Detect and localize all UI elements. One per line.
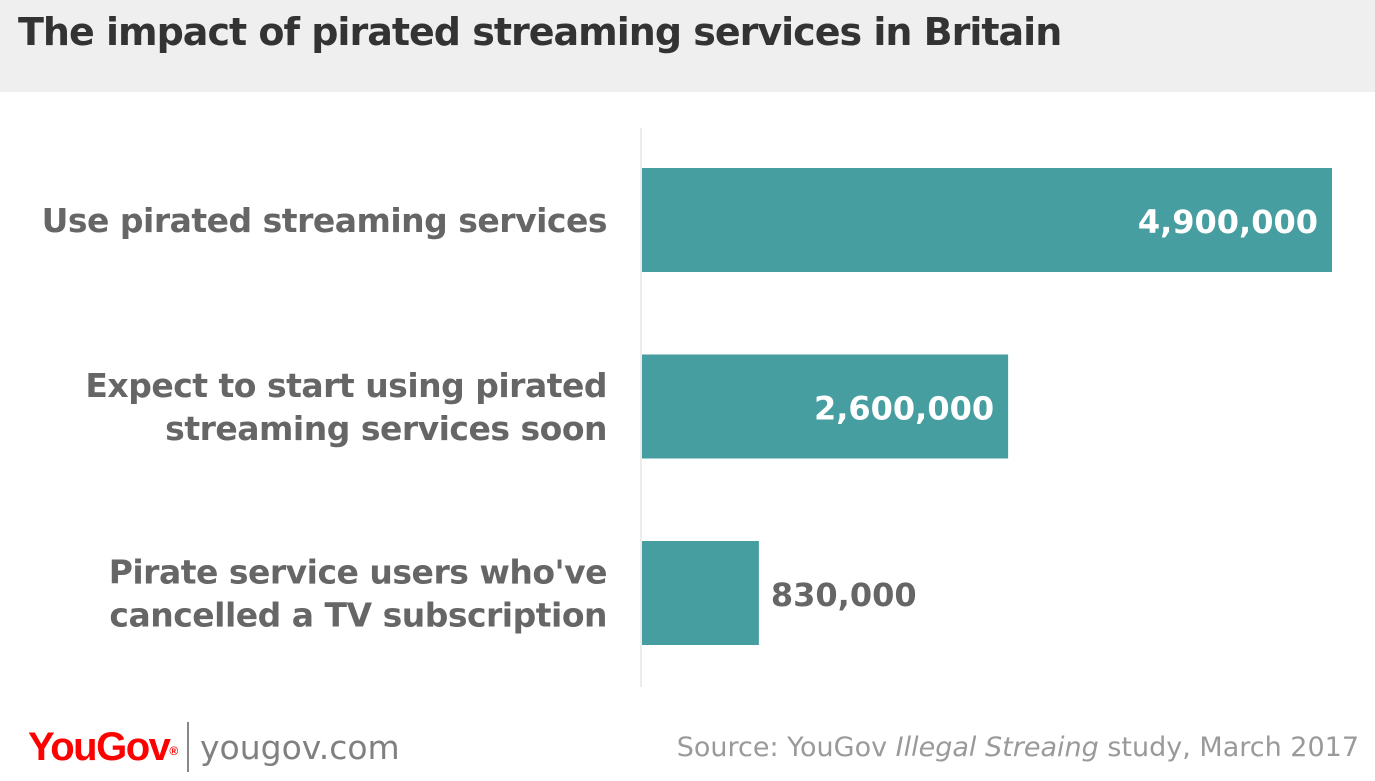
bars-layer: 4,900,000 Use pirated streaming services 2…	[42, 168, 1332, 645]
source-study-name: Illegal Streaing	[895, 732, 1099, 763]
footer-url: yougov.com	[200, 728, 400, 767]
source-prefix: Source: YouGov	[676, 732, 896, 763]
bar-value-label-3: 830,000	[771, 576, 917, 614]
category-label-2-line-2: streaming services soon	[165, 409, 607, 448]
category-label-3-line-2: cancelled a TV subscription	[109, 595, 607, 634]
footer-divider	[187, 722, 189, 772]
logo-registered-mark: ®	[169, 744, 179, 758]
chart-title: The impact of pirated streaming services…	[18, 10, 1062, 54]
yougov-logo: YouGov®	[28, 724, 178, 770]
logo-text: YouGov	[28, 725, 171, 769]
category-label-2: Expect to start using pirated streaming s…	[85, 366, 607, 448]
category-label-3-line-1: Pirate service users who've	[109, 552, 607, 591]
category-label-3: Pirate service users who've cancelled a T…	[109, 552, 607, 634]
bar-value-label-1: 4,900,000	[1138, 203, 1318, 241]
header-banner: The impact of pirated streaming services…	[0, 0, 1375, 92]
bar-1	[642, 168, 1332, 272]
source-note: Source: YouGov Illegal Streaing study, M…	[677, 730, 1359, 766]
category-label-1-line-1: Use pirated streaming services	[42, 201, 607, 240]
bar-value-label-2: 2,600,000	[814, 390, 994, 428]
category-label-1: Use pirated streaming services	[42, 201, 607, 240]
bar-3	[642, 541, 759, 645]
category-label-2-line-1: Expect to start using pirated	[85, 366, 607, 405]
source-suffix: study, March 2017	[1098, 732, 1359, 763]
bar-2	[642, 354, 1009, 459]
